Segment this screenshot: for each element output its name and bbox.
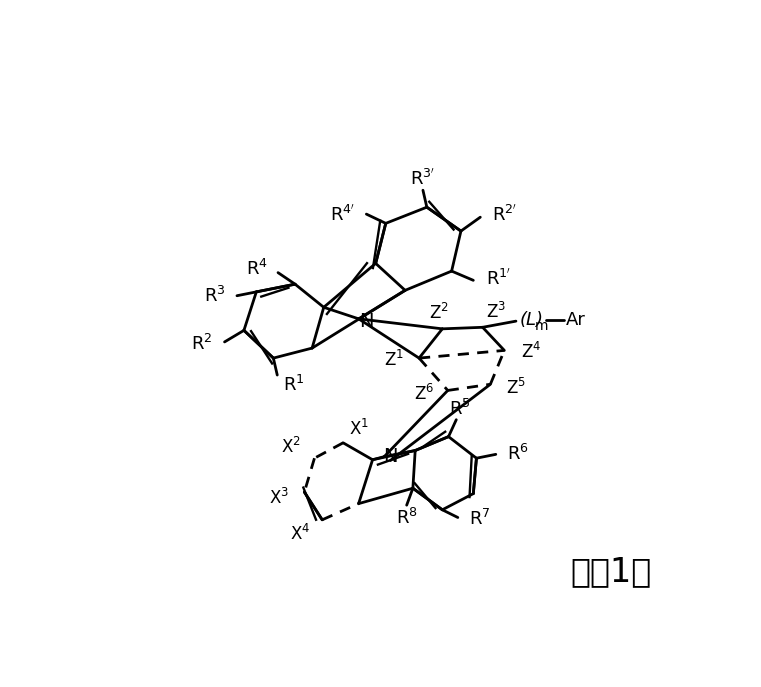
Text: R$^{2}$: R$^{2}$	[192, 334, 213, 354]
Text: R$^{8}$: R$^{8}$	[396, 508, 418, 528]
Text: 式（1）: 式（1）	[570, 555, 651, 588]
Text: X$^{4}$: X$^{4}$	[291, 523, 310, 543]
Text: Z$^{1}$: Z$^{1}$	[384, 350, 403, 370]
Text: m: m	[534, 319, 548, 333]
Text: R$^{5}$: R$^{5}$	[449, 399, 471, 419]
Text: Ar: Ar	[565, 311, 585, 328]
Text: R$^{1'}$: R$^{1'}$	[486, 269, 511, 289]
Text: X$^{3}$: X$^{3}$	[269, 488, 289, 508]
Text: R$^{4'}$: R$^{4'}$	[330, 203, 355, 225]
Text: (L): (L)	[520, 311, 544, 328]
Text: Z$^{5}$: Z$^{5}$	[506, 378, 526, 398]
Text: R$^{1}$: R$^{1}$	[282, 375, 304, 395]
Text: Z$^{2}$: Z$^{2}$	[428, 304, 448, 324]
Text: N: N	[383, 447, 398, 466]
Text: R$^{3'}$: R$^{3'}$	[410, 168, 435, 188]
Text: R$^{7}$: R$^{7}$	[470, 509, 491, 529]
Text: N: N	[359, 312, 374, 330]
Text: Z$^{4}$: Z$^{4}$	[521, 342, 542, 362]
Text: R$^{6}$: R$^{6}$	[508, 444, 530, 464]
Text: X$^{2}$: X$^{2}$	[281, 437, 301, 457]
Text: Z$^{3}$: Z$^{3}$	[486, 302, 507, 322]
Text: Z$^{6}$: Z$^{6}$	[414, 384, 434, 405]
Text: R$^{3}$: R$^{3}$	[204, 286, 225, 306]
Text: X$^{1}$: X$^{1}$	[349, 419, 369, 439]
Text: R$^{2'}$: R$^{2'}$	[492, 203, 517, 225]
Text: R$^{4}$: R$^{4}$	[246, 259, 268, 279]
